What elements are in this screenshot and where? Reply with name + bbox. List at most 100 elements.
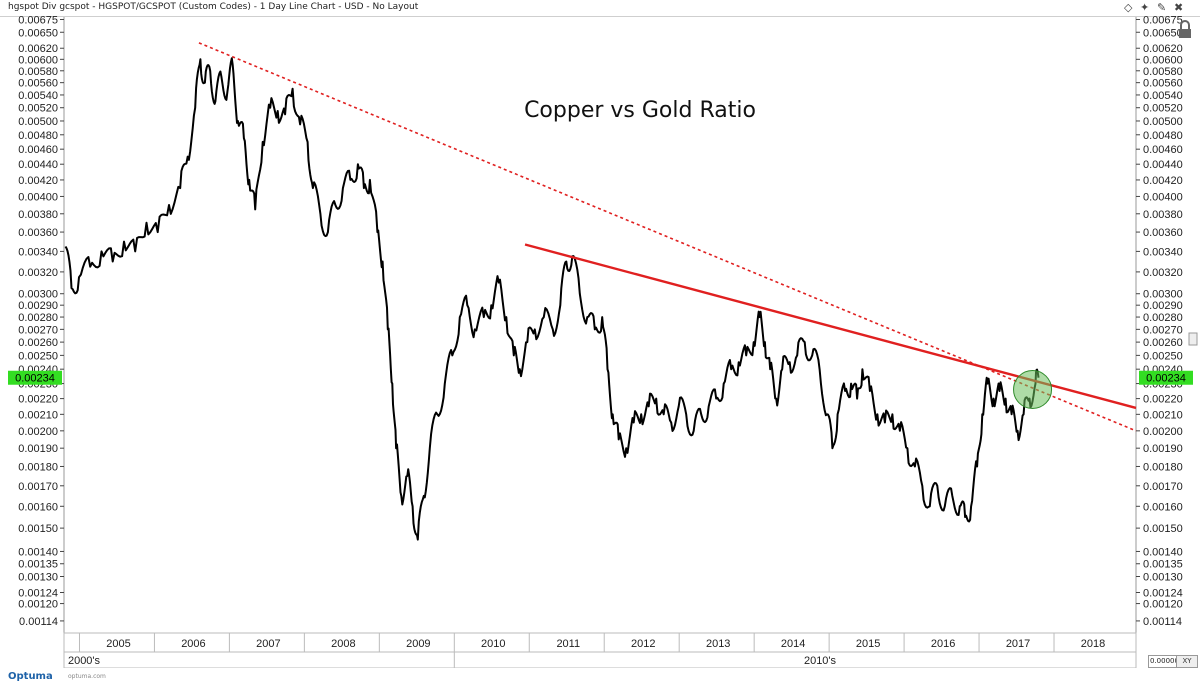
- chart-title: Copper vs Gold Ratio: [524, 98, 756, 123]
- y-tick-label-right: 0.00420: [1143, 175, 1183, 187]
- y-tick-label-left: 0.00170: [18, 481, 58, 493]
- x-axis-band: [63, 632, 1137, 653]
- window-title: hgspot Div gcspot - HGSPOT/GCSPOT (Custo…: [8, 2, 419, 12]
- y-tick-label-left: 0.00380: [18, 209, 58, 221]
- y-tick-label-right: 0.00290: [1143, 300, 1183, 312]
- decade-label: 2000's: [68, 655, 101, 667]
- x-tick-label: 2016: [931, 638, 955, 650]
- y-tick-label-right: 0.00360: [1143, 227, 1183, 239]
- pencil-icon[interactable]: ✎: [1157, 1, 1167, 14]
- y-tick-label-right: 0.00135: [1143, 559, 1183, 571]
- y-tick-label-left: 0.00420: [18, 175, 58, 187]
- y-tick-label-right: 0.00300: [1143, 289, 1183, 301]
- y-tick-label-right: 0.00170: [1143, 481, 1183, 493]
- y-tick-label-right: 0.00220: [1143, 394, 1183, 406]
- y-tick-label-left: 0.00270: [18, 324, 58, 336]
- y-tick-label-left: 0.00160: [18, 501, 58, 513]
- y-tick-label-right: 0.00460: [1143, 144, 1183, 156]
- y-tick-label-left: 0.00440: [18, 159, 58, 171]
- price-series-line: [64, 57, 1040, 541]
- y-tick-label-left: 0.00180: [18, 461, 58, 473]
- y-tick-label-right: 0.00120: [1143, 599, 1183, 611]
- x-tick-label: 2010: [481, 638, 505, 650]
- y-tick-label-left: 0.00150: [18, 523, 58, 535]
- x-tick-label: 2005: [106, 638, 130, 650]
- y-tick-label-right: 0.00200: [1143, 426, 1183, 438]
- y-tick-label-right: 0.00140: [1143, 546, 1183, 558]
- x-tick-label: 2012: [631, 638, 655, 650]
- y-tick-label-left: 0.00280: [18, 312, 58, 324]
- panel-collapse-handle: [1188, 332, 1198, 346]
- y-tick-label-right: 0.00675: [1143, 14, 1183, 26]
- y-tick-label-left: 0.00580: [18, 66, 58, 78]
- y-tick-label-left: 0.00460: [18, 144, 58, 156]
- y-tick-label-right: 0.00380: [1143, 209, 1183, 221]
- y-tick-label-right: 0.00620: [1143, 43, 1183, 55]
- x-tick-label: 2017: [1006, 638, 1030, 650]
- y-tick-label-right: 0.00150: [1143, 523, 1183, 535]
- pin-icon[interactable]: ✦: [1140, 1, 1150, 14]
- diamond-icon[interactable]: ◇: [1124, 1, 1133, 14]
- y-tick-label-right: 0.00340: [1143, 246, 1183, 258]
- plot-area: [64, 17, 1136, 633]
- y-tick-label-left: 0.00480: [18, 130, 58, 142]
- y-tick-label-left: 0.00120: [18, 599, 58, 611]
- xy-button[interactable]: XY: [1176, 655, 1198, 668]
- last-value-label-right: 0.00234: [1146, 373, 1186, 385]
- y-tick-label-right: 0.00320: [1143, 267, 1183, 279]
- y-tick-label-left: 0.00210: [18, 409, 58, 421]
- y-tick-label-right: 0.00400: [1143, 191, 1183, 203]
- last-value-label-left: 0.00234: [15, 373, 55, 385]
- y-tick-label-right: 0.00130: [1143, 572, 1183, 584]
- x-tick-label: 2015: [856, 638, 880, 650]
- last-value-tag-right: [1139, 370, 1193, 385]
- lock-shackle: [1180, 20, 1190, 29]
- y-tick-label-left: 0.00300: [18, 289, 58, 301]
- zoom-input[interactable]: 0.00000: [1148, 655, 1177, 668]
- x-tick-label: 2013: [706, 638, 730, 650]
- y-tick-label-left: 0.00140: [18, 546, 58, 558]
- y-tick-label-left: 0.00520: [18, 103, 58, 115]
- y-tick-label-left: 0.00540: [18, 90, 58, 102]
- y-tick-label-right: 0.00520: [1143, 103, 1183, 115]
- y-tick-label-left: 0.00124: [18, 587, 58, 599]
- title-bar: hgspot Div gcspot - HGSPOT/GCSPOT (Custo…: [0, 0, 1200, 17]
- lock-icon[interactable]: [1179, 20, 1191, 38]
- footer-bar: Optuma optuma.com: [0, 668, 1200, 687]
- y-tick-label-left: 0.00675: [18, 14, 58, 26]
- last-value-tag-left: [8, 370, 62, 385]
- y-tick-label-left: 0.00600: [18, 54, 58, 66]
- y-tick-label-right: 0.00650: [1143, 27, 1183, 39]
- y-tick-label-left: 0.00200: [18, 426, 58, 438]
- y-tick-label-left: 0.00340: [18, 246, 58, 258]
- x-tick-label: 2018: [1081, 638, 1105, 650]
- y-tick-label-right: 0.00580: [1143, 66, 1183, 78]
- x-tick-label: 2014: [781, 638, 805, 650]
- y-tick-label-right: 0.00160: [1143, 501, 1183, 513]
- dotted-resistance-line: [198, 42, 1137, 432]
- y-tick-label-left: 0.00320: [18, 267, 58, 279]
- y-tick-label-left: 0.00360: [18, 227, 58, 239]
- y-tick-label-left: 0.00114: [19, 616, 58, 628]
- x-tick-label: 2007: [256, 638, 280, 650]
- y-tick-label-right: 0.00500: [1143, 116, 1183, 128]
- x-tick-label: 2006: [181, 638, 205, 650]
- y-tick-label-right: 0.00540: [1143, 90, 1183, 102]
- y-tick-label-left: 0.00400: [18, 191, 58, 203]
- y-tick-label-left: 0.00130: [18, 572, 58, 584]
- y-tick-label-left: 0.00650: [18, 27, 58, 39]
- y-tick-label-right: 0.00250: [1143, 350, 1183, 362]
- breakout-circle: [1013, 370, 1053, 410]
- y-tick-label-right: 0.00260: [1143, 337, 1183, 349]
- y-tick-label-right: 0.00190: [1143, 443, 1183, 455]
- y-tick-label-right: 0.00114: [1143, 616, 1182, 628]
- close-icon[interactable]: ✖: [1174, 1, 1184, 14]
- x-tick-label: 2009: [406, 638, 430, 650]
- y-tick-label-left: 0.00260: [18, 337, 58, 349]
- decade-band: [63, 651, 1137, 668]
- y-tick-label-left: 0.00190: [18, 443, 58, 455]
- y-tick-label-right: 0.00270: [1143, 324, 1183, 336]
- y-tick-label-left: 0.00500: [18, 116, 58, 128]
